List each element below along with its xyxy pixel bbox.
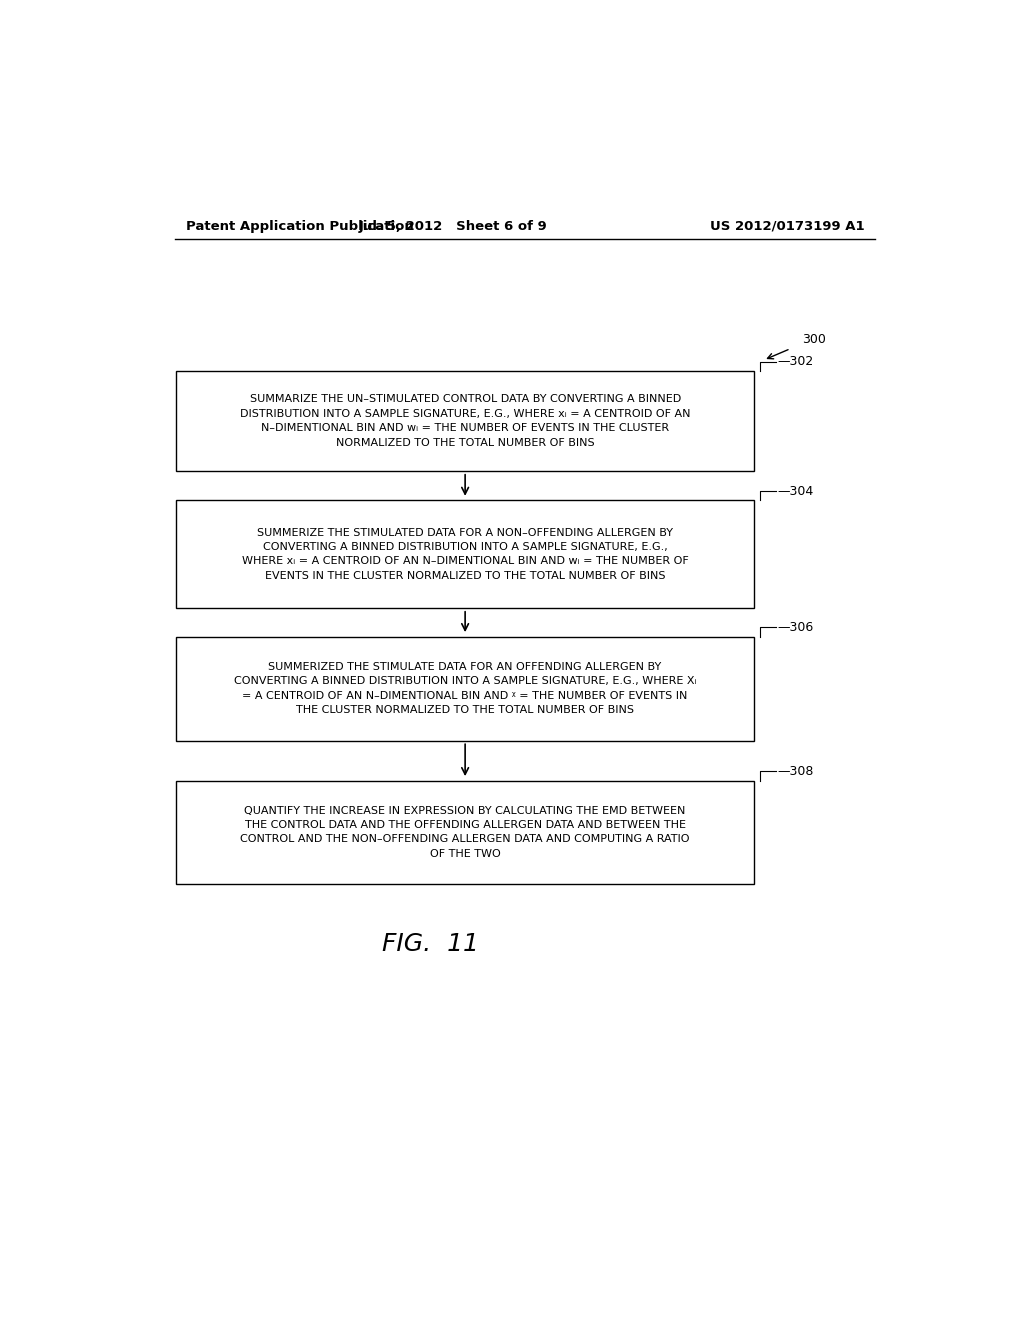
Text: —304: —304	[777, 484, 814, 498]
Text: QUANTIFY THE INCREASE IN EXPRESSION BY CALCULATING THE EMD BETWEEN
THE CONTROL D: QUANTIFY THE INCREASE IN EXPRESSION BY C…	[241, 805, 690, 859]
Text: US 2012/0173199 A1: US 2012/0173199 A1	[710, 219, 864, 232]
Bar	[176, 500, 755, 609]
Text: —308: —308	[777, 764, 814, 777]
Text: SUMMERIZED THE STIMULATE DATA FOR AN OFFENDING ALLERGEN BY
CONVERTING A BINNED D: SUMMERIZED THE STIMULATE DATA FOR AN OFF…	[233, 661, 696, 715]
Text: 300: 300	[802, 333, 826, 346]
Bar	[176, 371, 755, 471]
Text: Patent Application Publication: Patent Application Publication	[186, 219, 414, 232]
Bar	[176, 780, 755, 884]
Text: —302: —302	[777, 355, 814, 368]
Text: SUMMERIZE THE STIMULATED DATA FOR A NON–OFFENDING ALLERGEN BY
CONVERTING A BINNE: SUMMERIZE THE STIMULATED DATA FOR A NON–…	[242, 528, 688, 581]
Bar	[176, 636, 755, 741]
Text: SUMMARIZE THE UN–STIMULATED CONTROL DATA BY CONVERTING A BINNED
DISTRIBUTION INT: SUMMARIZE THE UN–STIMULATED CONTROL DATA…	[240, 395, 690, 447]
Text: FIG.  11: FIG. 11	[382, 932, 478, 956]
Text: —306: —306	[777, 620, 814, 634]
Text: Jul. 5, 2012   Sheet 6 of 9: Jul. 5, 2012 Sheet 6 of 9	[359, 219, 548, 232]
